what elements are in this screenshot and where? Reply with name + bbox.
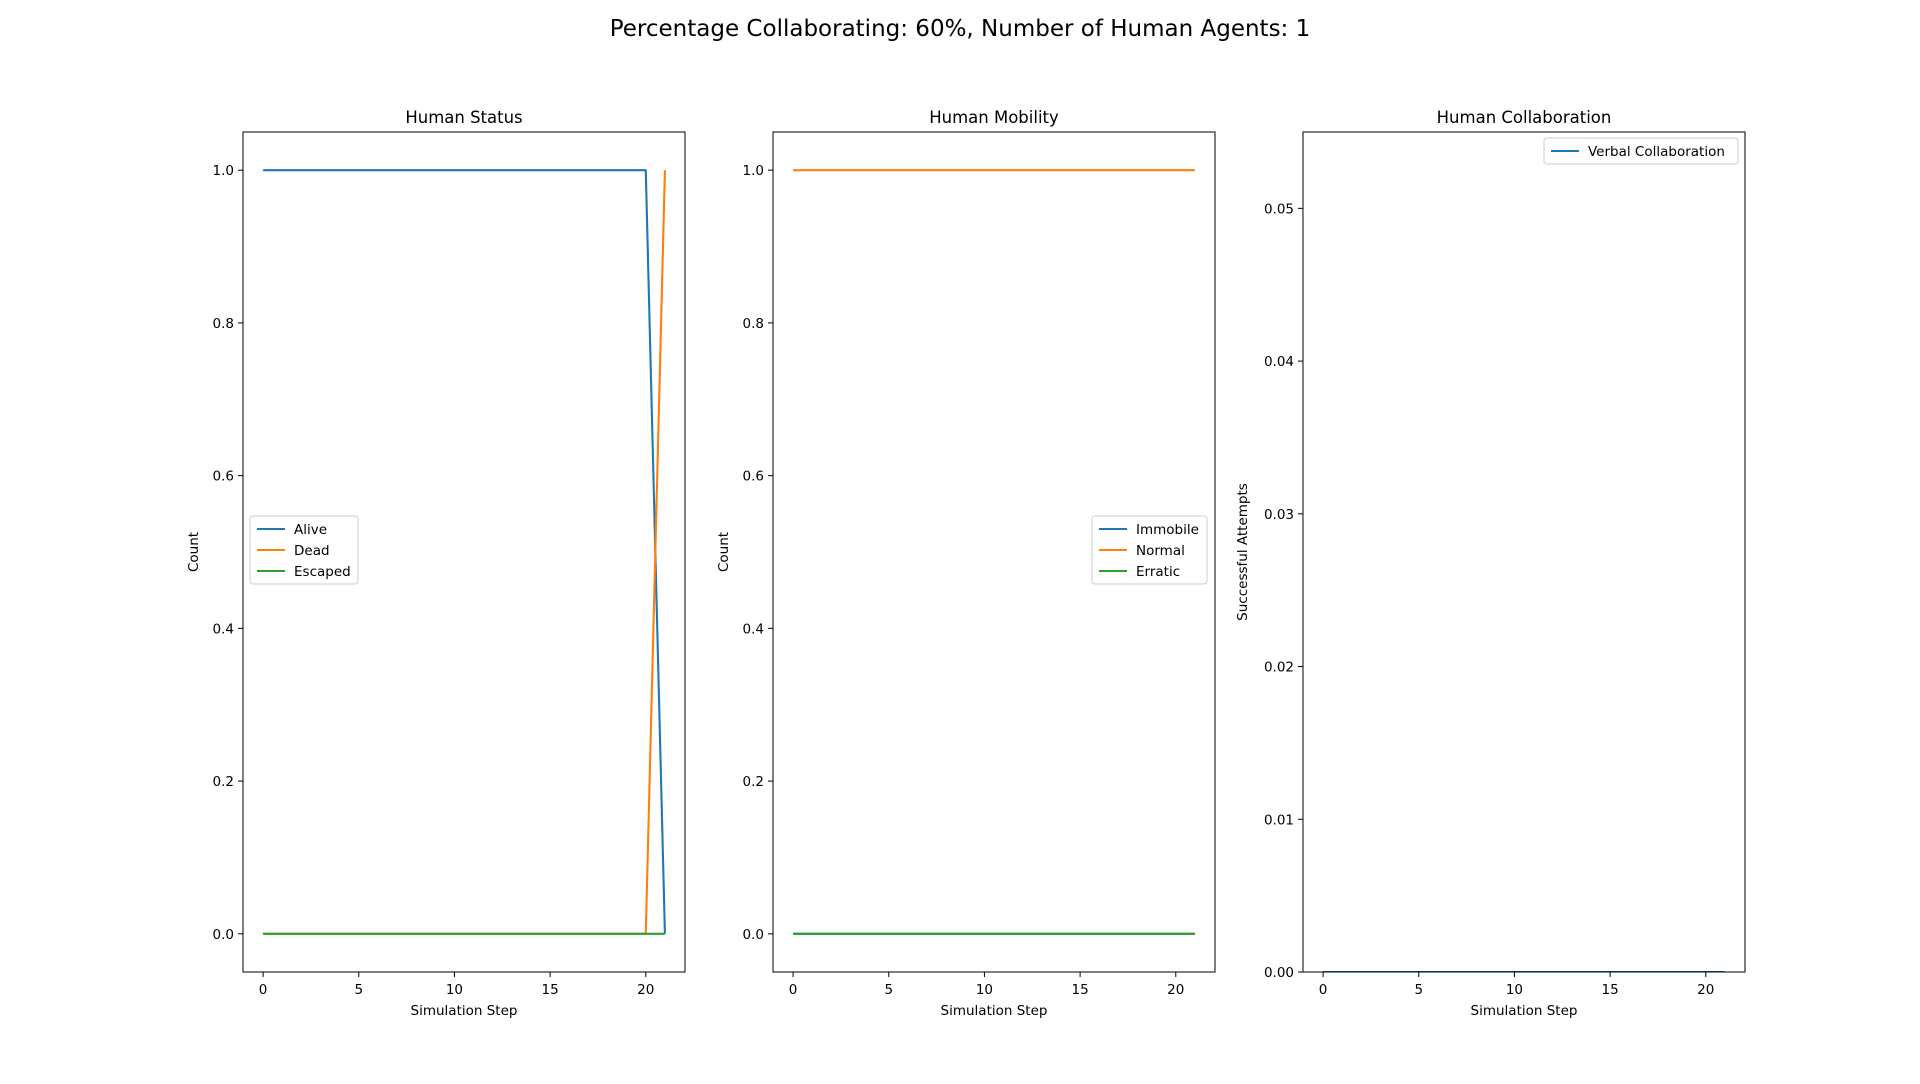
axes-frame xyxy=(242,131,686,973)
legend-entry: Erratic xyxy=(1136,564,1180,580)
y-tick-label: 0.02 xyxy=(1264,660,1294,676)
y-tick-label: 0.6 xyxy=(743,469,764,485)
x-tick-label: 0 xyxy=(1319,982,1328,998)
x-tick-label: 10 xyxy=(446,982,463,998)
figure-title: Percentage Collaborating: 60%, Number of… xyxy=(609,16,1311,42)
subplot-1: 0 5 10 15 20 0.0 0.2 0.4 0.6 0.8 1.0 Human Status Si… xyxy=(186,108,686,1019)
y-tick-label: 1.0 xyxy=(213,163,234,179)
subplot-title: Human Mobility xyxy=(929,108,1059,127)
x-tick-label: 5 xyxy=(1414,982,1423,998)
series-line-alive xyxy=(263,169,666,934)
y-tick-label: 0.2 xyxy=(743,774,764,790)
x-tick-label: 15 xyxy=(1072,982,1089,998)
legend-entry: Verbal Collaboration xyxy=(1588,144,1725,160)
x-axis-label: Simulation Step xyxy=(1471,1003,1578,1019)
subplot-3: 0 5 10 15 20 0.00 0.01 0.02 0.03 0.04 0.05 Human Co… xyxy=(1235,108,1746,1019)
subplot-title: Human Collaboration xyxy=(1437,108,1612,127)
x-tick-label: 0 xyxy=(789,982,798,998)
legend-entry: Normal xyxy=(1136,543,1185,559)
x-tick-label: 5 xyxy=(884,982,893,998)
x-tick-label: 20 xyxy=(1697,982,1714,998)
legend-entry: Alive xyxy=(294,522,327,538)
y-tick-label: 0.6 xyxy=(213,469,234,485)
x-tick-label: 20 xyxy=(1167,982,1184,998)
axes-frame xyxy=(1302,131,1746,973)
y-tick-label: 0.0 xyxy=(743,927,764,943)
y-tick-label: 0.8 xyxy=(213,316,234,332)
y-tick-label: 0.4 xyxy=(743,621,764,637)
y-tick-label: 0.00 xyxy=(1264,965,1294,981)
y-tick-label: 0.8 xyxy=(743,316,764,332)
x-tick-label: 20 xyxy=(637,982,654,998)
x-tick-label: 10 xyxy=(976,982,993,998)
x-axis-label: Simulation Step xyxy=(411,1003,518,1019)
y-tick-label: 0.04 xyxy=(1264,354,1294,370)
x-tick-label: 5 xyxy=(354,982,363,998)
y-axis-label: Count xyxy=(186,532,202,572)
y-tick-label: 1.0 xyxy=(743,163,764,179)
legend: Alive Dead Escaped xyxy=(249,515,359,585)
x-axis-label: Simulation Step xyxy=(941,1003,1048,1019)
x-tick-label: 0 xyxy=(259,982,268,998)
y-tick-label: 0.4 xyxy=(213,621,234,637)
subplot-2: 0 5 10 15 20 0.0 0.2 0.4 0.6 0.8 1.0 Human Mobility… xyxy=(716,108,1216,1019)
legend-entry: Dead xyxy=(294,543,330,559)
subplot-title: Human Status xyxy=(405,108,522,127)
y-tick-label: 0.2 xyxy=(213,774,234,790)
legend: Verbal Collaboration xyxy=(1543,137,1739,165)
legend-entry: Escaped xyxy=(294,564,351,580)
y-tick-label: 0.0 xyxy=(213,927,234,943)
y-tick-label: 0.03 xyxy=(1264,507,1294,523)
legend-frame xyxy=(1543,137,1739,165)
x-tick-label: 10 xyxy=(1506,982,1523,998)
y-tick-label: 0.05 xyxy=(1264,201,1294,217)
y-axis-label: Successful Attempts xyxy=(1235,483,1251,621)
x-tick-label: 15 xyxy=(1602,982,1619,998)
axes-frame xyxy=(772,131,1216,973)
legend: Immobile Normal Erratic xyxy=(1091,515,1208,585)
x-tick-label: 15 xyxy=(542,982,559,998)
y-tick-label: 0.01 xyxy=(1264,812,1294,828)
legend-entry: Immobile xyxy=(1136,522,1199,538)
legend-frame xyxy=(249,515,359,585)
y-axis-label: Count xyxy=(716,532,732,572)
legend-frame xyxy=(1091,515,1208,585)
